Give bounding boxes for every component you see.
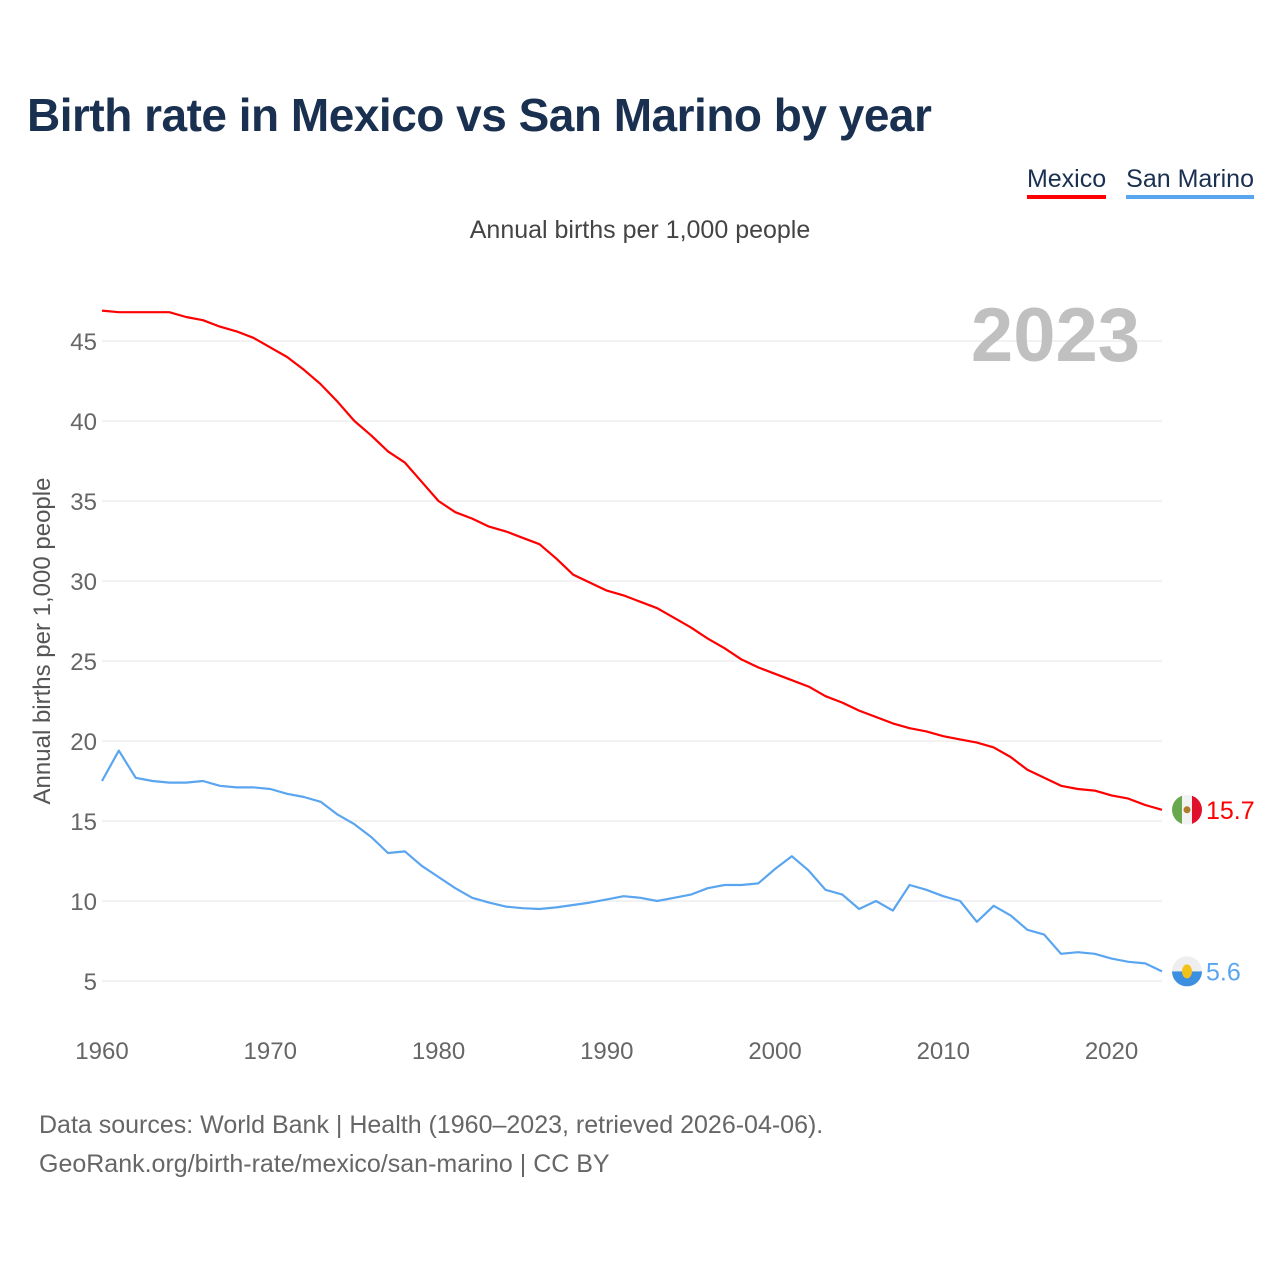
end-value-label: 15.7: [1206, 797, 1255, 825]
san-marino-flag-icon: [1172, 956, 1202, 987]
x-tick-label: 2000: [748, 1038, 801, 1065]
flag-stripe: [1172, 971, 1202, 987]
flag-stripe: [1192, 794, 1202, 825]
mexico-flag-icon: [1172, 794, 1202, 825]
legend-mexico[interactable]: Mexico: [1026, 165, 1107, 199]
x-tick-label: 1980: [412, 1038, 465, 1065]
series-line-san-marino: [101, 749, 1163, 973]
footer-sources: Data sources: World Bank | Health (1960–…: [39, 1111, 824, 1139]
flag-stripe: [1172, 956, 1202, 972]
x-tick-label: 2020: [1085, 1038, 1138, 1065]
y-tick-label: 30: [70, 569, 97, 596]
chart-title: Birth rate in Mexico vs San Marino by ye…: [27, 89, 932, 141]
x-tick-label: 2010: [917, 1038, 970, 1065]
flag-emblem: [1183, 806, 1191, 814]
y-tick-label: 25: [70, 649, 97, 676]
y-tick-label: 35: [70, 489, 97, 516]
y-tick-label: 5: [84, 969, 97, 996]
y-tick-label: 45: [70, 329, 97, 356]
legend-san-marino[interactable]: San Marino: [1126, 165, 1254, 199]
series-line-mexico: [101, 309, 1163, 811]
y-tick-label: 10: [70, 889, 97, 916]
footer: Data sources: World Bank | Health (1960–…: [39, 1106, 823, 1184]
y-axis-label: Annual births per 1,000 people: [29, 478, 56, 805]
y-tick-label: 20: [70, 729, 97, 756]
footer-link[interactable]: GeoRank.org/birth-rate/mexico/san-marino…: [39, 1150, 610, 1178]
year-watermark: 2023: [971, 293, 1140, 378]
flag-stripe: [1172, 794, 1182, 825]
x-tick-label: 1970: [244, 1038, 297, 1065]
x-tick-label: 1960: [75, 1038, 128, 1065]
y-tick-label: 40: [70, 409, 97, 436]
chart-subtitle: Annual births per 1,000 people: [469, 216, 811, 244]
y-tick-label: 15: [70, 809, 97, 836]
end-value-label: 5.6: [1206, 958, 1241, 986]
flag-emblem: [1182, 964, 1192, 979]
legend: Mexico San Marino: [1026, 165, 1254, 199]
x-tick-label: 1990: [580, 1038, 633, 1065]
